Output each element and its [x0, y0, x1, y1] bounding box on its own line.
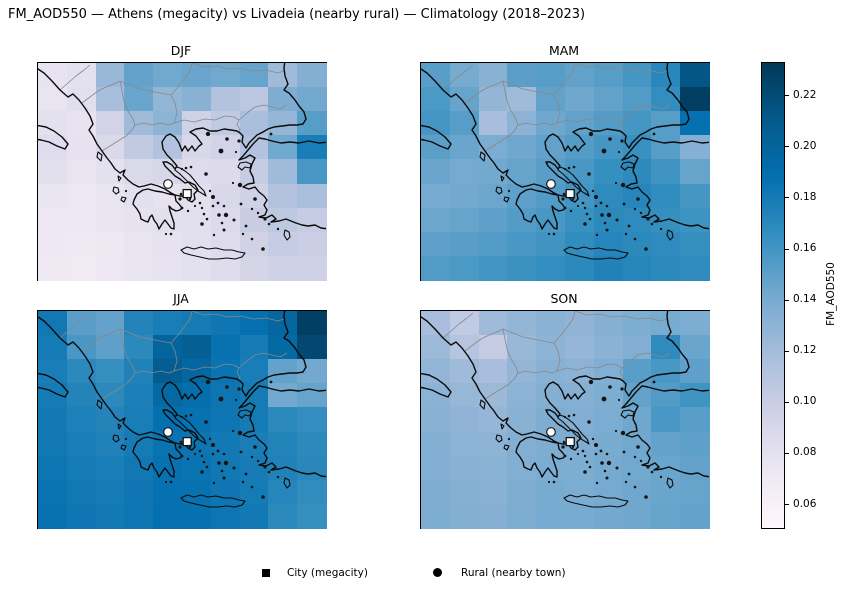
colorbar-tick: [785, 299, 789, 301]
colorbar-tick-label: 0.16: [793, 242, 817, 254]
aod-grid-mam: [421, 63, 711, 282]
colorbar-tick: [785, 95, 789, 97]
colorbar-tick-label: 0.08: [793, 446, 817, 459]
colorbar-tick: [785, 350, 789, 352]
colorbar-tick: [785, 504, 789, 505]
colorbar-tick: [785, 401, 789, 403]
map-panel-mam: [420, 62, 711, 282]
map-panel-djf: [37, 62, 328, 282]
colorbar-tick-label: 0.22: [793, 88, 817, 101]
map-overlay-son: [421, 311, 709, 508]
panel-title-mam: MAM: [548, 43, 580, 58]
colorbar-tick-label: 0.06: [793, 497, 817, 510]
colorbar: [761, 62, 785, 529]
map-overlay-mam: [421, 63, 709, 260]
panel-title-djf: DJF: [170, 43, 192, 58]
legend-square-marker-icon: [262, 569, 270, 577]
colorbar-tick-label: 0.12: [793, 344, 817, 357]
aod-grid-djf: [38, 63, 328, 282]
colorbar-label: FM_AOD550: [825, 262, 837, 326]
colorbar-tick-label: 0.10: [793, 395, 817, 408]
colorbar-tick: [785, 452, 789, 454]
map-overlay-djf: [38, 63, 326, 260]
map-overlay-jja: [38, 311, 326, 508]
legend-label-rural: Rural (nearby town): [461, 567, 566, 579]
panel-title-son: SON: [550, 291, 578, 306]
panel-title-jja: JJA: [173, 291, 189, 306]
colorbar-tick: [785, 248, 789, 250]
colorbar-tick: [785, 197, 789, 199]
map-panel-jja: [37, 310, 328, 530]
colorbar-tick-label: 0.14: [793, 293, 817, 306]
legend-label-city: City (megacity): [287, 567, 368, 579]
colorbar-tick: [785, 146, 789, 148]
aod-grid-son: [421, 311, 711, 530]
colorbar-tick-label: 0.18: [793, 190, 817, 203]
map-panel-son: [420, 310, 711, 530]
figure-title: FM_AOD550 — Athens (megacity) vs Livadei…: [8, 7, 586, 22]
legend-circle-marker-icon: [433, 568, 442, 577]
colorbar-tick-label: 0.20: [793, 139, 817, 152]
